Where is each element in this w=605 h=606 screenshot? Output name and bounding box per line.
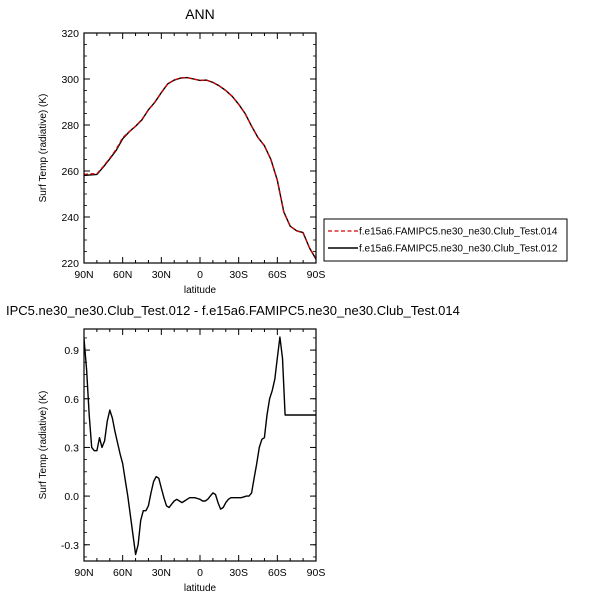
legend-entry-1: f.e15a6.FAMIPC5.ne30_ne30.Club_Test.014: [359, 227, 558, 238]
plot-frame: [83, 32, 317, 264]
x-tick-label: 90N: [74, 269, 93, 281]
y-tick-label: -0.3: [61, 540, 79, 552]
y-tick-label: 0.9: [64, 345, 79, 357]
panel-bottom: IPC5.ne30_ne30.Club_Test.012 - f.e15a6.F…: [6, 303, 460, 594]
x-tick-label: 90N: [74, 567, 93, 579]
y-tick-label: 240: [61, 212, 79, 224]
legend: f.e15a6.FAMIPC5.ne30_ne30.Club_Test.014 …: [323, 218, 568, 262]
legend-box: [323, 218, 568, 262]
series-line: [84, 336, 316, 556]
x-tick-label: 90S: [307, 567, 326, 579]
series-group: [84, 76, 316, 260]
x-tick-label: 30S: [229, 269, 248, 281]
y-tick-label: 220: [61, 258, 79, 270]
y-tick-label: 0.6: [64, 394, 79, 406]
x-tick-label: 60S: [268, 567, 287, 579]
chart-title: ANN: [185, 6, 215, 22]
x-tick-label: 90S: [307, 269, 326, 281]
series-line: [84, 76, 316, 259]
axis-ticks: 90N 60N 30N 0 30S 60S 90S 220 240 260 280 300 320: [61, 28, 325, 281]
y-tick-label: 0.0: [64, 491, 79, 503]
series-line: [84, 76, 316, 260]
axis-ticks: 90N 60N 30N 0 30S 60S 90S -0.3 0.0 0.3 0.6 0.9: [61, 329, 325, 579]
panel-top: ANN 90N 60N 30N 0 30S 60S 90S 220 240 260 280 300 32…: [38, 6, 568, 296]
x-tick-label: 0: [197, 269, 203, 281]
y-tick-label: 0.3: [64, 442, 79, 454]
y-tick-label: 320: [61, 28, 79, 40]
x-tick-label: 0: [197, 567, 203, 579]
x-axis-label: latitude: [184, 583, 217, 594]
legend-entry-2: f.e15a6.FAMIPC5.ne30_ne30.Club_Test.012: [359, 244, 558, 255]
y-axis-label: Surf Temp (radiative) (K): [38, 94, 49, 203]
chart-title: IPC5.ne30_ne30.Club_Test.012 - f.e15a6.F…: [6, 303, 460, 318]
y-axis-label: Surf Temp (radiative) (K): [38, 391, 49, 500]
y-tick-label: 260: [61, 166, 79, 178]
x-tick-label: 60S: [268, 269, 287, 281]
plot-frame: [83, 328, 317, 562]
x-tick-label: 60N: [113, 269, 132, 281]
x-axis-label: latitude: [184, 285, 217, 296]
x-tick-label: 60N: [113, 567, 132, 579]
series-group: [84, 336, 316, 556]
x-tick-label: 30S: [229, 567, 248, 579]
x-tick-label: 30N: [152, 269, 171, 281]
x-tick-label: 30N: [152, 567, 171, 579]
y-tick-label: 280: [61, 120, 79, 132]
y-tick-label: 300: [61, 74, 79, 86]
